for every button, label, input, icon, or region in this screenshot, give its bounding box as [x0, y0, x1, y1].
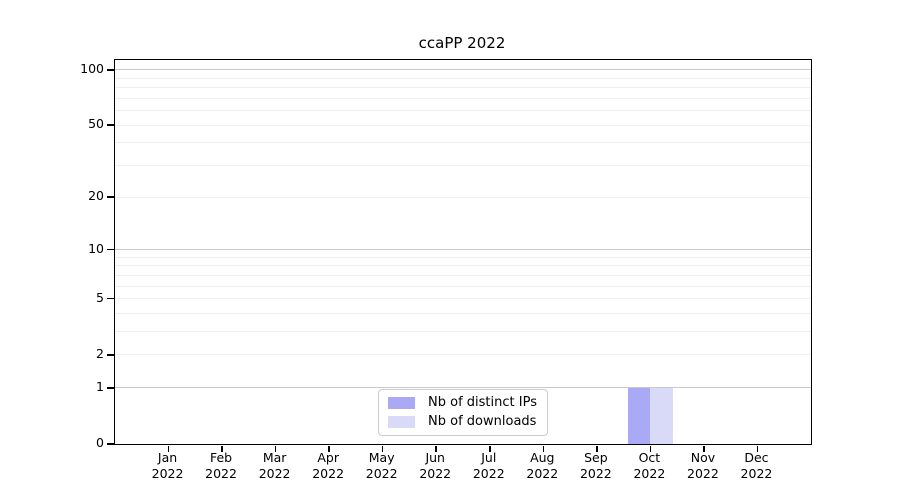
- bar-layer: [115, 60, 811, 444]
- x-tick-mark: [542, 445, 545, 452]
- x-tick-label: Apr 2022: [312, 450, 345, 481]
- y-gridline-minor: [115, 256, 811, 258]
- chart-title: ccaPP 2022: [418, 34, 506, 52]
- y-gridline-minor: [115, 77, 811, 79]
- x-tick-label: Nov 2022: [687, 450, 719, 481]
- y-gridline-minor: [115, 265, 811, 267]
- legend-label-distinct-ips: Nb of distinct IPs: [428, 395, 537, 410]
- x-tick-mark: [649, 445, 652, 452]
- y-gridline-minor: [115, 142, 811, 144]
- y-gridline-minor: [115, 313, 811, 314]
- x-tick-mark: [167, 445, 170, 452]
- x-tick-mark: [274, 445, 277, 452]
- legend: Nb of distinct IPs Nb of downloads: [378, 389, 548, 436]
- y-tick-label: 20: [88, 188, 104, 204]
- y-tick-label: 5: [96, 289, 104, 305]
- y-gridline-minor: [115, 298, 811, 300]
- plot-area: Nb of distinct IPs Nb of downloads: [107, 59, 812, 452]
- y-gridline-major: [115, 249, 811, 251]
- y-tick-label: 2: [96, 345, 104, 361]
- y-gridline-major: [115, 69, 811, 71]
- y-tick-mark: [107, 354, 114, 356]
- x-tick-mark: [489, 445, 491, 452]
- y-gridline-minor: [115, 354, 811, 356]
- y-gridline-minor: [115, 274, 811, 276]
- y-tick-label: 10: [88, 240, 104, 256]
- x-tick-mark: [756, 445, 759, 452]
- x-tick-label: Jun 2022: [419, 450, 452, 481]
- y-gridline-minor: [115, 97, 811, 99]
- x-tick-mark: [596, 445, 598, 452]
- y-tick-mark: [107, 196, 114, 198]
- y-gridline-minor: [115, 196, 811, 198]
- y-tick-mark: [107, 69, 114, 71]
- x-tick-mark: [435, 445, 437, 452]
- x-tick-mark: [328, 445, 330, 452]
- y-tick-label: 1: [96, 378, 104, 394]
- x-tick-label: Aug 2022: [526, 450, 559, 481]
- y-gridline-minor: [115, 331, 811, 333]
- bar-nb-of-downloads: [650, 387, 673, 444]
- x-tick-label: Dec 2022: [740, 450, 773, 481]
- legend-item-distinct-ips: Nb of distinct IPs: [388, 395, 537, 410]
- x-tick-label: Jul 2022: [472, 450, 505, 481]
- x-tick-label: May 2022: [365, 450, 398, 481]
- tick-layer: [107, 60, 811, 452]
- x-axis-labels: Jan 2022 Feb 2022 Mar 2022 Apr 2022 May 2022…: [114, 450, 810, 490]
- y-tick-label: 100: [80, 60, 104, 76]
- legend-label-downloads: Nb of downloads: [428, 414, 537, 429]
- grid-layer: [115, 60, 811, 444]
- x-tick-mark: [703, 445, 705, 452]
- x-tick-label: Feb 2022: [205, 450, 237, 481]
- x-tick-label: Sep 2022: [579, 450, 612, 481]
- y-tick-mark: [107, 297, 114, 300]
- x-tick-mark: [381, 445, 384, 452]
- x-tick-label: Oct 2022: [633, 450, 666, 481]
- x-tick-label: Mar 2022: [258, 450, 291, 481]
- x-tick-label: Jan 2022: [151, 450, 184, 481]
- legend-swatch-distinct-ips: [388, 396, 416, 409]
- y-tick-label: 0: [96, 435, 104, 450]
- y-tick-mark: [107, 387, 114, 389]
- bar-nb-of-distinct-ips: [627, 387, 651, 444]
- y-tick-mark: [107, 248, 114, 251]
- y-gridline-minor: [115, 285, 811, 287]
- y-tick-mark: [107, 443, 114, 445]
- y-axis-labels: 0 1 2 5 10 20 50 100: [0, 59, 104, 450]
- y-gridline-major: [115, 387, 811, 389]
- legend-item-downloads: Nb of downloads: [388, 414, 537, 429]
- y-gridline-minor: [115, 124, 811, 126]
- y-gridline-minor: [115, 165, 811, 167]
- y-tick-label: 50: [88, 116, 104, 132]
- x-tick-mark: [221, 445, 223, 452]
- y-gridline-minor: [115, 110, 811, 112]
- legend-swatch-downloads: [388, 415, 416, 428]
- y-tick-mark: [107, 124, 114, 126]
- y-gridline-minor: [115, 87, 811, 89]
